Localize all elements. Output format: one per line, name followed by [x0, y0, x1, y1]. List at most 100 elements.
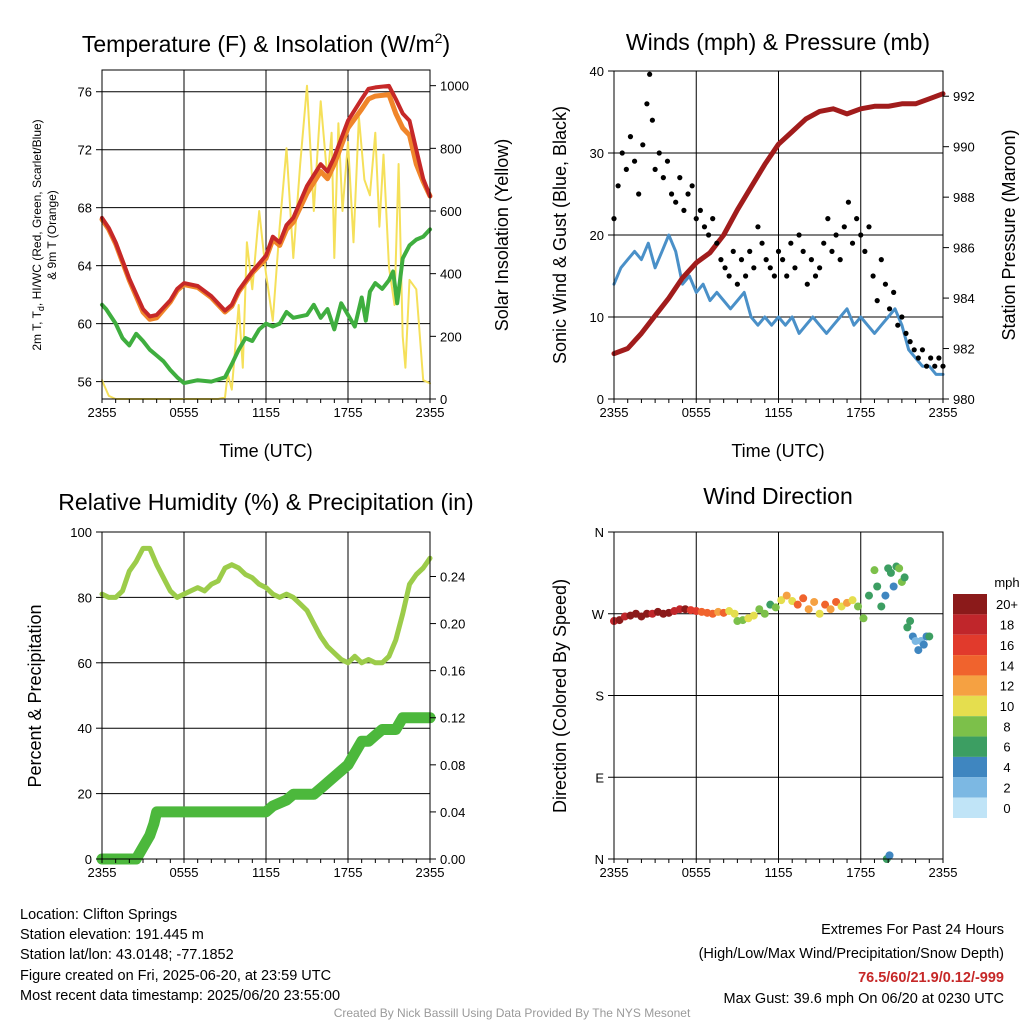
gust-point	[701, 224, 708, 230]
y-tick-label-right: 988	[953, 190, 975, 205]
x-tick-label: 2355	[929, 865, 958, 880]
gust-point	[784, 273, 790, 279]
colorbar-swatch	[953, 655, 987, 676]
y-tick-label-left: N	[595, 852, 604, 867]
colorbar-title: mph	[994, 575, 1019, 590]
y-tick-label-left: 72	[78, 143, 92, 158]
y-tick-label-right: 800	[440, 141, 462, 156]
y-tick-label-right: 0.08	[440, 758, 465, 773]
winds-ylabel-left: Sonic Wind & Gust (Blue, Black)	[550, 106, 570, 364]
direction-point	[804, 605, 813, 614]
gust-point	[673, 199, 679, 205]
x-tick-label: 2355	[600, 865, 629, 880]
extremes-title: Extremes For Past 24 Hours	[821, 922, 1004, 938]
x-tick-label: 2355	[416, 405, 445, 420]
temperature-title: Temperature (F) & Insolation (W/m2)	[82, 30, 450, 57]
gust-point	[730, 248, 736, 254]
y-tick-label-right: 400	[440, 267, 462, 282]
gust-point	[615, 183, 621, 189]
gust-point	[710, 216, 716, 222]
y-tick-label-right: 200	[440, 329, 462, 344]
colorbar-label: 6	[1003, 740, 1010, 755]
latlon-text: Station lat/lon: 43.0148; -77.1852	[20, 947, 234, 964]
gust-point	[755, 224, 761, 230]
gust-point	[866, 224, 872, 230]
gust-point	[640, 142, 646, 148]
winds-title: Winds (mph) & Pressure (mb)	[626, 29, 930, 55]
colorbar-label: 20+	[996, 597, 1018, 612]
gust-point	[652, 166, 658, 172]
gust-point	[722, 265, 728, 271]
gust-point	[858, 232, 864, 238]
x-tick-label: 1155	[765, 865, 793, 880]
gust-point	[833, 232, 839, 238]
temperature-series	[99, 83, 433, 400]
direction-point	[900, 573, 909, 582]
gust-point	[796, 232, 802, 238]
credit-text: Created By Nick Bassill Using Data Provi…	[333, 1006, 691, 1020]
gust-point	[743, 273, 749, 279]
x-tick-label: 1155	[252, 405, 280, 420]
gust-point	[854, 216, 860, 222]
gust-point	[775, 248, 782, 254]
gust-point	[738, 257, 745, 263]
x-tick-label: 2355	[929, 405, 958, 420]
direction-point	[782, 591, 791, 600]
colorbar-label: 14	[1000, 658, 1014, 673]
wind-direction-ylabel: Direction (Colored By Speed)	[550, 579, 570, 813]
x-tick-label: 1155	[765, 405, 793, 420]
gust-point	[751, 265, 757, 271]
temp-2m-line	[100, 83, 432, 319]
direction-point	[886, 568, 895, 577]
gust-point	[825, 216, 831, 222]
gust-point	[808, 257, 815, 263]
dewpoint-line	[100, 227, 432, 386]
wind-direction-panel: Wind Direction 2355 0555 1155 1755 2355NESWN…	[550, 483, 1020, 880]
gust-point	[911, 347, 917, 353]
temperature-ticks: 2355 0555 1155 1755 2355 56 60 64 68 72 76 0 200 400 6…	[78, 79, 469, 420]
y-tick-label-right: 0	[440, 392, 447, 407]
gust-point	[627, 134, 634, 140]
speed-colorbar: 20+ 18 16 14 12 10 8 6 4 2 0	[953, 594, 1018, 818]
wind-direction-title: Wind Direction	[703, 483, 853, 509]
direction-point	[821, 600, 830, 609]
relative-humidity-line	[99, 545, 433, 666]
gust-point	[882, 281, 889, 287]
gust-point	[697, 207, 703, 213]
direction-point	[675, 605, 684, 614]
y-tick-label-right: 1000	[440, 79, 469, 94]
gust-point	[878, 257, 884, 263]
colorbar-swatch	[953, 695, 987, 717]
direction-point	[815, 609, 824, 618]
direction-point	[755, 605, 764, 614]
gust-point	[718, 257, 724, 263]
x-tick-label: 0555	[682, 865, 711, 880]
gust-point	[788, 240, 794, 246]
x-tick-label: 2355	[88, 865, 117, 880]
gust-point	[619, 150, 625, 156]
gust-point	[681, 207, 687, 213]
gust-point	[668, 191, 675, 197]
y-tick-label-left: 64	[78, 259, 92, 274]
y-tick-label-left: N	[595, 525, 604, 540]
gust-point	[874, 298, 880, 304]
colorbar-label: 4	[1003, 760, 1010, 775]
colorbar-label: 16	[1000, 638, 1014, 653]
colorbar-label: 18	[1000, 618, 1014, 633]
colorbar-label: 8	[1003, 719, 1010, 734]
gust-point	[870, 273, 876, 279]
gust-point	[849, 240, 856, 246]
colorbar-swatch	[953, 716, 987, 737]
gust-point	[726, 273, 732, 279]
winds-grid	[613, 70, 944, 400]
direction-point	[799, 594, 808, 603]
y-tick-label-right: 600	[440, 204, 462, 219]
direction-point	[859, 614, 868, 623]
location-text: Location: Clifton Springs	[20, 907, 178, 923]
y-tick-label-left: 0	[597, 392, 604, 407]
direction-point	[749, 611, 758, 620]
y-tick-label-left: 10	[590, 310, 604, 325]
direction-point	[826, 605, 835, 614]
x-tick-label: 1755	[846, 865, 875, 880]
